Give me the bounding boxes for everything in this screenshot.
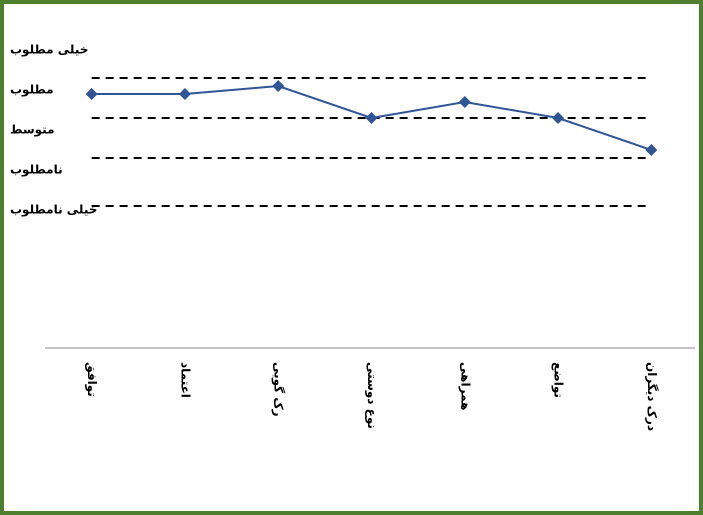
x-tick-label: نوع دوستی — [364, 362, 379, 429]
x-tick-label: اعتماد — [178, 362, 192, 398]
y-tick-label: نامطلوب — [10, 163, 63, 178]
data-point — [645, 144, 658, 156]
x-tick-label: رک گویی — [271, 362, 286, 417]
x-tick-label: توافق — [84, 362, 99, 397]
y-tick-label: متوسط — [10, 123, 55, 138]
y-tick-label: خیلی نامطلوب — [10, 203, 97, 218]
data-point — [458, 96, 471, 108]
data-point — [365, 112, 378, 124]
data-point — [178, 88, 191, 100]
y-tick-label: خیلی مطلوب — [10, 43, 88, 58]
data-point — [85, 88, 98, 100]
x-tick-label: تواضع — [551, 362, 566, 398]
y-tick-label: مطلوب — [10, 83, 54, 98]
data-point — [272, 80, 285, 92]
x-tick-label: درک دیگران — [645, 362, 659, 431]
data-point — [552, 112, 565, 124]
x-tick-label: همراهی — [458, 362, 472, 410]
